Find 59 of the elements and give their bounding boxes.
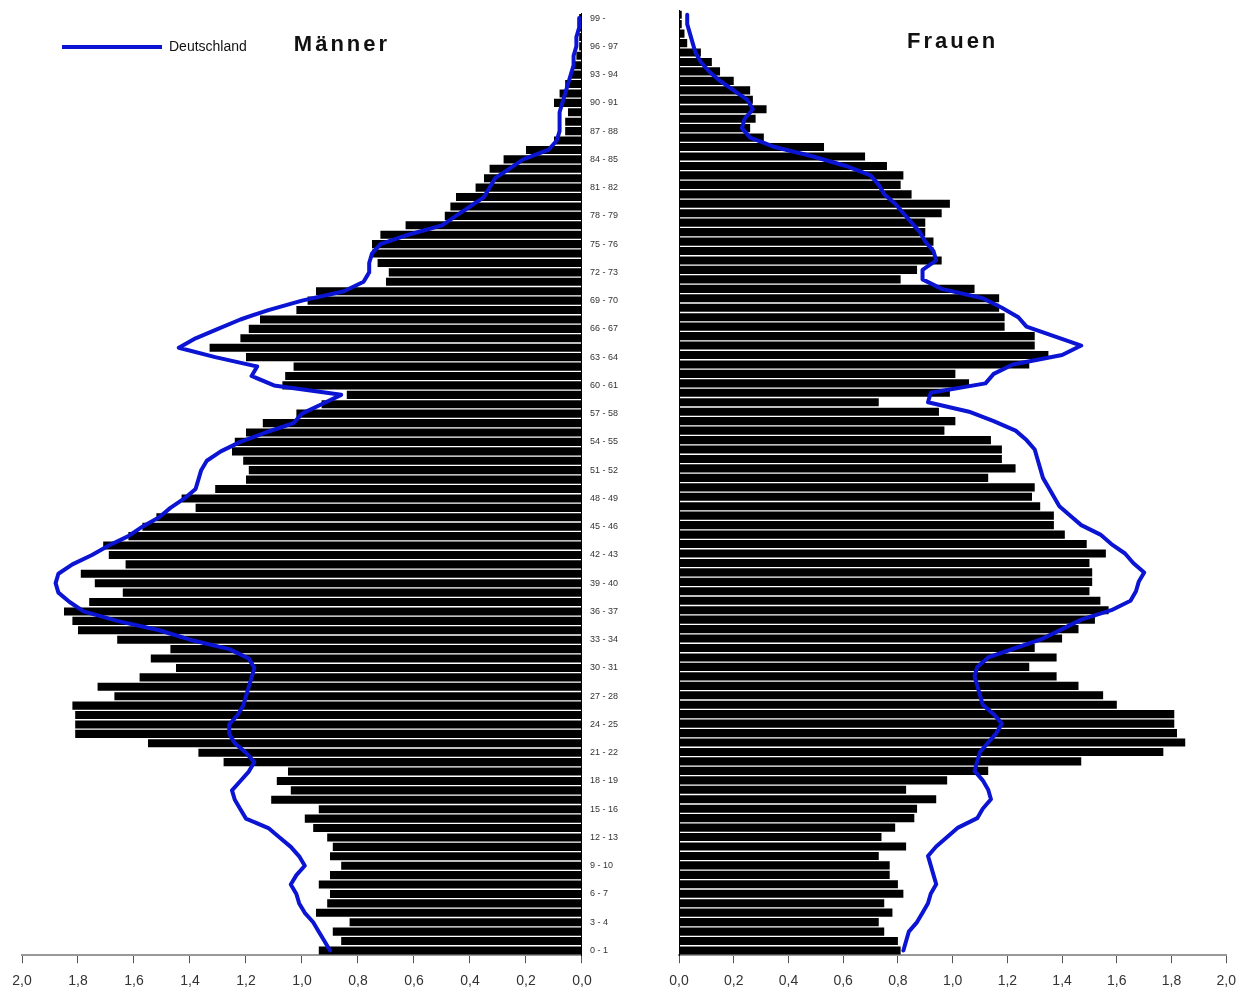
- y-tick-label: 51 - 52: [589, 464, 619, 475]
- y-tick-label: 45 - 46: [589, 521, 619, 532]
- x-tick-label: 0,4: [778, 972, 799, 989]
- y-tick-label: 81 - 82: [589, 182, 619, 193]
- x-tick-label: 0,6: [404, 972, 424, 989]
- x-tick-label: 0,8: [348, 972, 368, 989]
- x-tick-label: 0,0: [572, 972, 592, 989]
- text: Männer: [293, 31, 391, 57]
- y-tick-label: 0 - 1: [589, 944, 608, 955]
- y-tick-label: 78 - 79: [589, 210, 619, 221]
- y-tick-label: 21 - 22: [589, 747, 619, 758]
- y-tick-label: 90 - 91: [589, 97, 619, 108]
- y-tick-label: 87 - 88: [589, 125, 619, 136]
- x-tick-label: 1,8: [68, 972, 88, 989]
- y-tick-label: 42 - 43: [589, 549, 619, 560]
- y-tick-label: 93 - 94: [589, 69, 619, 80]
- y-tick-label: 84 - 85: [589, 153, 619, 164]
- y-tick-label: 99 -: [589, 12, 606, 23]
- x-tick-label: 1,0: [292, 972, 312, 989]
- y-tick-label: 9 - 10: [589, 860, 613, 871]
- y-tick-label: 66 - 67: [589, 323, 619, 334]
- y-tick-label: 3 - 4: [589, 916, 608, 927]
- x-tick-label: 0,4: [460, 972, 480, 989]
- y-tick-label: 33 - 34: [589, 634, 619, 645]
- x-tick-label: 1,4: [180, 972, 200, 989]
- y-tick-label: 12 - 13: [589, 831, 619, 842]
- y-tick-label: 24 - 25: [589, 718, 619, 729]
- x-tick-label: 2,0: [1216, 972, 1237, 989]
- x-tick-label: 0,2: [516, 972, 536, 989]
- x-tick-label: 1,2: [236, 972, 256, 989]
- y-tick-label: 30 - 31: [589, 662, 619, 673]
- y-tick-label: 60 - 61: [589, 379, 619, 390]
- text: Deutschland: [169, 37, 247, 54]
- x-tick-label: 1,2: [997, 972, 1018, 989]
- y-tick-label: 72 - 73: [589, 266, 619, 277]
- x-tick-label: 1,0: [942, 972, 963, 989]
- x-tick-label: 0,0: [669, 972, 689, 989]
- y-tick-label: 69 - 70: [589, 295, 619, 306]
- x-tick-label: 0,2: [723, 972, 744, 989]
- y-tick-label: 15 - 16: [589, 803, 619, 814]
- x-tick-label: 1,4: [1052, 972, 1073, 989]
- y-tick-label: 75 - 76: [589, 238, 619, 249]
- x-tick-label: 1,6: [1107, 972, 1127, 989]
- x-tick-label: 1,6: [124, 972, 144, 989]
- y-tick-label: 18 - 19: [589, 775, 619, 786]
- y-tick-label: 6 - 7: [589, 888, 608, 899]
- x-tick-label: 0,8: [888, 972, 908, 989]
- y-tick-label: 27 - 28: [589, 690, 619, 701]
- y-tick-label: 96 - 97: [589, 40, 619, 51]
- y-tick-label: 54 - 55: [589, 436, 619, 447]
- text: Frauen: [906, 28, 999, 54]
- y-tick-label: 63 - 64: [589, 351, 619, 362]
- y-tick-label: 48 - 49: [589, 492, 619, 503]
- x-tick-label: 2,0: [12, 972, 32, 989]
- y-tick-label: 57 - 58: [589, 408, 619, 419]
- x-tick-label: 0,6: [833, 972, 854, 989]
- y-tick-label: 39 - 40: [589, 577, 619, 588]
- x-tick-label: 1,8: [1161, 972, 1182, 989]
- y-tick-label: 36 - 37: [589, 605, 619, 616]
